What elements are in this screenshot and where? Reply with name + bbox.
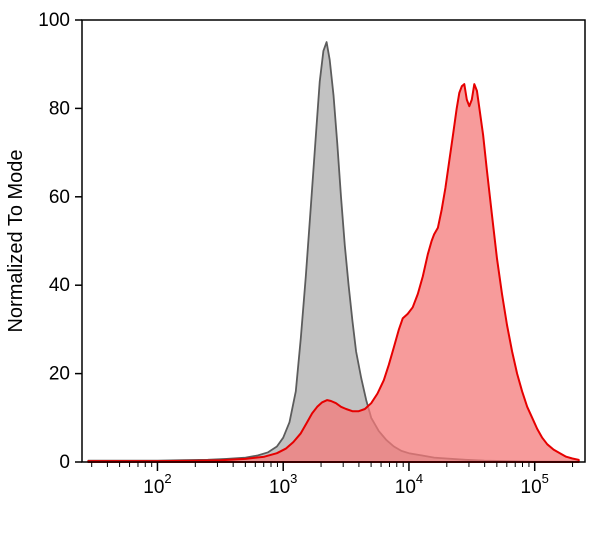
y-tick-label: 0 [59, 452, 70, 473]
y-tick-label: 60 [49, 187, 70, 208]
y-tick-label: 100 [38, 10, 70, 31]
y-axis-label: Normalized To Mode [5, 149, 27, 332]
y-tick-label: 80 [49, 98, 70, 119]
y-tick-label: 20 [49, 364, 70, 385]
flow-cytometry-histogram: 020406080100Normalized To Mode1021031041… [0, 0, 600, 540]
chart-svg: 020406080100Normalized To Mode1021031041… [0, 0, 600, 540]
y-tick-label: 40 [49, 275, 70, 296]
